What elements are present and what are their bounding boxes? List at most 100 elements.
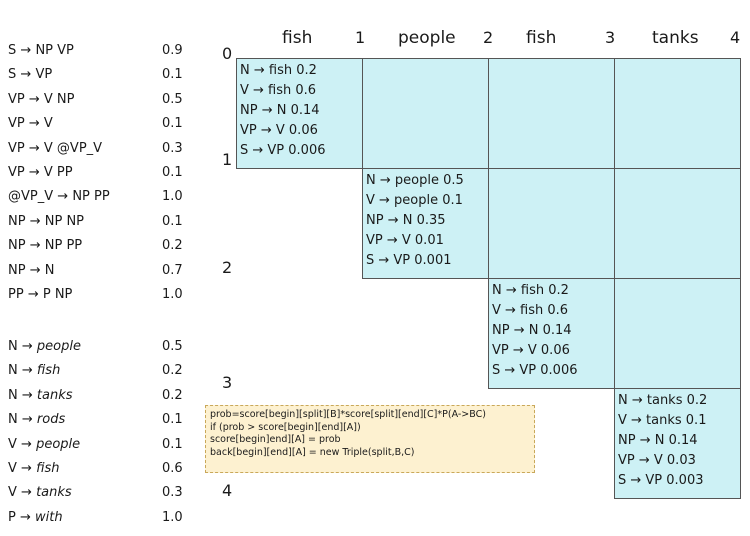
rule-rhs: NP PP [72, 189, 110, 205]
lexicon-rule: V → fish [8, 461, 60, 476]
rule-probability: 0.9 [162, 43, 183, 58]
cell-rule-entry: NP → N 0.14 [240, 103, 320, 118]
rule-lhs: VP [8, 165, 25, 180]
rule-probability: 0.1 [162, 213, 183, 229]
rule-probability: 0.2 [162, 387, 183, 403]
cell-rule-entry: S → VP 0.003 [618, 473, 704, 488]
grammar-rule: NP → NP NP [8, 214, 84, 229]
grammar-rule: NP → N [8, 263, 54, 278]
rule-rhs: fish [36, 363, 61, 379]
cell-rule-entry: S → VP 0.006 [492, 363, 578, 378]
cell-rule-entry: VP → V 0.06 [240, 123, 318, 138]
rule-probability: 1.0 [162, 189, 183, 205]
chart-cell-3-4 [614, 388, 741, 499]
lexicon-rule: P → with [8, 510, 63, 525]
rule-rhs: V [43, 116, 53, 132]
rule-lhs: VP [8, 116, 25, 132]
rule-probability: 0.3 [162, 140, 183, 156]
chart-cell-1-4 [614, 168, 741, 279]
rule-lhs: VP [8, 140, 25, 156]
rule-lhs: PP [8, 287, 24, 302]
lexicon-rule: N → tanks [8, 388, 73, 403]
rule-rhs: people [36, 339, 81, 354]
row-index: 2 [222, 258, 233, 277]
rule-arrow: → [25, 262, 45, 278]
rule-lhs: NP [8, 213, 26, 229]
cell-rule-entry: N → fish 0.2 [240, 63, 317, 78]
grammar-rule: NP → NP PP [8, 238, 82, 253]
row-index: 1 [222, 150, 233, 169]
rule-probability: 0.1 [162, 165, 183, 180]
rule-arrow: → [24, 165, 44, 180]
rule-arrow: → [16, 436, 37, 452]
grammar-rule: VP → V [8, 116, 53, 131]
grammar-rule: VP → V NP [8, 92, 75, 107]
rule-probability: 0.6 [162, 461, 183, 476]
row-index: 3 [222, 373, 233, 392]
rule-rhs: VP [35, 67, 53, 83]
rule-probability: 0.1 [162, 436, 183, 452]
rule-rhs: tanks [36, 485, 72, 501]
rule-probability: 1.0 [162, 509, 183, 525]
grammar-rule: @VP_V → NP PP [8, 189, 110, 204]
column-index: 2 [483, 28, 494, 47]
cell-rule-entry: N → fish 0.2 [492, 283, 569, 298]
rule-rhs: NP NP [44, 213, 85, 229]
rule-probability: 1.0 [162, 287, 183, 302]
rule-arrow: → [16, 67, 36, 83]
rule-rhs: fish [36, 461, 60, 476]
grammar-rule: S → VP [8, 67, 52, 82]
cell-rule-entry: NP → N 0.14 [618, 433, 698, 448]
column-index: 3 [605, 28, 616, 47]
rule-arrow: → [17, 387, 37, 403]
rule-probability: 0.1 [162, 116, 183, 132]
lexicon-rule: N → fish [8, 363, 60, 378]
rule-probability: 0.1 [162, 412, 183, 428]
rule-rhs: V @VP_V [43, 140, 103, 156]
rule-rhs: NP VP [35, 43, 74, 58]
cell-rule-entry: V → tanks 0.1 [618, 413, 707, 428]
sentence-word: fish [526, 28, 557, 48]
sentence-word: fish [282, 28, 313, 48]
rule-probability: 0.3 [162, 485, 183, 501]
rule-lhs: N [8, 363, 18, 379]
rule-arrow: → [53, 189, 73, 205]
rule-lhs: @VP_V [8, 189, 54, 205]
row-index: 4 [222, 481, 233, 500]
lexicon-rule: V → people [8, 437, 80, 452]
pseudocode-box: prob=score[begin][split][B]*score[split]… [205, 405, 535, 473]
rule-rhs: N [44, 262, 55, 278]
cell-entries: N → fish 0.2 V → fish 0.6 NP → N 0.14 VP → … [492, 281, 578, 381]
rule-rhs: NP PP [44, 238, 83, 254]
rule-lhs: V [8, 436, 17, 452]
cell-entries: N → people 0.5 V → people 0.1 NP → N 0.35 V… [366, 171, 464, 271]
chart-cell-0-1 [236, 58, 363, 169]
grammar-rule: VP → V PP [8, 165, 73, 180]
rule-arrow: → [17, 412, 37, 428]
cell-rule-entry: V → fish 0.6 [492, 303, 569, 318]
cell-rule-entry: VP → V 0.03 [618, 453, 696, 468]
sentence-word: tanks [652, 28, 699, 48]
code-line: back[begin][end][A] = new Triple(split,B… [210, 446, 415, 458]
rule-probability: 0.7 [162, 262, 183, 278]
rule-lhs: NP [8, 238, 26, 254]
cell-rule-entry: S → VP 0.006 [240, 143, 326, 158]
grammar-rule: VP → V @VP_V [8, 141, 102, 156]
rule-rhs: tanks [36, 387, 73, 403]
rule-arrow: → [25, 238, 45, 254]
lexicon-rule: N → rods [8, 412, 65, 427]
cell-entries: N → tanks 0.2 V → tanks 0.1 NP → N 0.14 VP … [618, 391, 707, 491]
rule-lhs: N [8, 387, 18, 403]
rule-rhs: V PP [43, 165, 73, 180]
grammar-rule: S → NP VP [8, 43, 74, 58]
cell-rule-entry: N → tanks 0.2 [618, 393, 708, 408]
rule-probability: 0.1 [162, 67, 183, 83]
chart-cell-0-3 [488, 58, 615, 169]
rule-arrow: → [24, 91, 44, 107]
code-line: score[begin]end][A] = prob [210, 434, 341, 445]
rule-lhs: VP [8, 91, 25, 107]
cell-rule-entry: NP → N 0.14 [492, 323, 572, 338]
rule-lhs: S [8, 67, 17, 83]
chart-cell-1-3 [488, 168, 615, 279]
rule-lhs: V [8, 461, 17, 476]
